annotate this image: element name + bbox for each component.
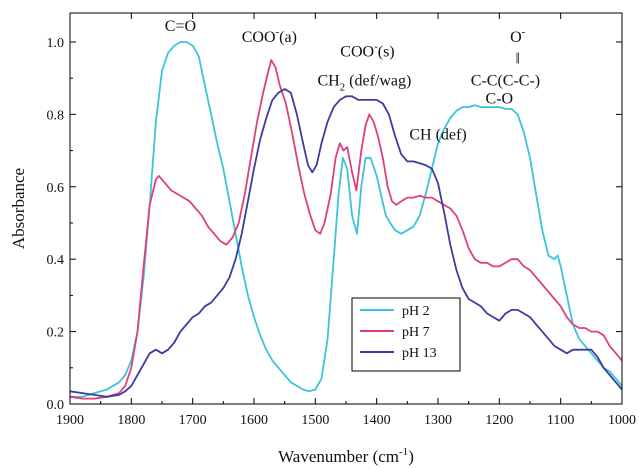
x-axis: 1900 1800 1700 1600 1500 1400 1300 1200 1100 1000 [56, 13, 636, 428]
annotation-part: - [374, 40, 378, 52]
x-tick-label: 1200 [485, 413, 513, 428]
legend: pH 2 pH 7 pH 13 [351, 297, 461, 372]
annotation-part: O [510, 29, 522, 46]
x-axis-title-end: ) [408, 447, 414, 466]
annotation-part: (def/wag) [345, 72, 411, 89]
y-tick-label: 0.4 [47, 253, 65, 268]
x-axis-title-main: Wavenumber (cm [278, 447, 399, 466]
legend-label-ph-2: pH 2 [402, 304, 430, 319]
x-tick-label: 1000 [608, 413, 636, 428]
y-tick-label: 0.0 [47, 398, 65, 413]
annotation-part: C-O [486, 91, 514, 108]
annotation-part: ‖ [515, 51, 520, 68]
annotation-part: (a) [279, 29, 297, 46]
x-tick-label: 1300 [424, 413, 452, 428]
y-tick-label: 0.6 [47, 181, 65, 196]
x-axis-title: Wavenumber (cm-1) [278, 446, 414, 466]
y-tick-label: 0.8 [47, 108, 65, 123]
legend-label-ph-13: pH 13 [402, 346, 437, 361]
annotation-part: CH (def) [409, 127, 466, 144]
x-tick-label: 1700 [179, 413, 207, 428]
x-tick-label: 1500 [301, 413, 329, 428]
y-tick-label: 1.0 [47, 36, 65, 51]
x-tick-label: 1400 [363, 413, 391, 428]
x-tick-label: 1900 [56, 413, 84, 428]
annotation-part: C=O [165, 18, 196, 35]
annotation-o: O-​ [510, 26, 526, 46]
annotation-part: 2 [340, 81, 346, 93]
annotation-bar: ‖ [515, 51, 520, 68]
annotation-cooa: COO-​(a) [242, 26, 297, 46]
y-tick-label: 0.2 [47, 326, 65, 341]
annotation-part: (s) [378, 43, 395, 60]
annotation-coos: COO-​(s) [340, 40, 394, 60]
legend-label-ph-7: pH 7 [402, 325, 430, 340]
annotation-part: COO [340, 43, 374, 60]
y-axis-title: Absorbance [9, 168, 28, 249]
series-line-ph-7 [69, 59, 623, 400]
annotation-part: C-C(C-C-) [471, 72, 540, 89]
annotation-ch2: CH2​ (def/wag) [317, 72, 411, 93]
series-line-ph-13 [69, 88, 623, 398]
x-tick-label: 1600 [240, 413, 268, 428]
y-axis: 0.0 0.2 0.4 0.6 0.8 1.0 [47, 36, 622, 413]
annotation-part: - [522, 26, 526, 38]
annotation-chdef: CH (def) [409, 127, 466, 144]
plot-series-group [69, 41, 623, 400]
x-axis-title-superscript: -1 [399, 446, 408, 458]
x-tick-label: 1100 [547, 413, 574, 428]
series-line-ph-2 [70, 41, 623, 398]
annotation-part: COO [242, 29, 276, 46]
annotation-ccc: C-C(C-C-) [471, 72, 540, 89]
annotation-cmo: C-O [486, 91, 514, 108]
annotation-co: C=O [165, 18, 196, 35]
x-tick-label: 1800 [117, 413, 145, 428]
annotation-part: - [276, 26, 280, 38]
annotation-part: CH [317, 72, 340, 89]
